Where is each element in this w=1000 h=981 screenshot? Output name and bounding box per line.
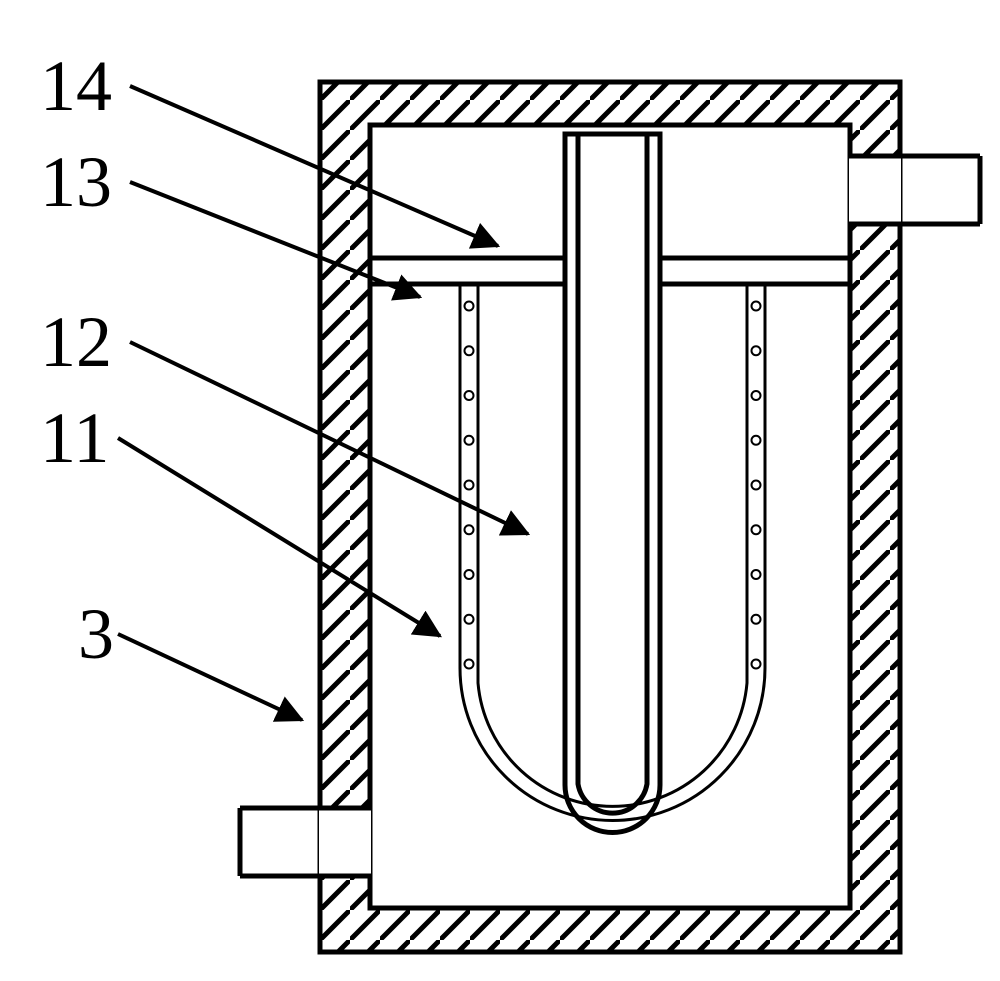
diagram-svg	[0, 0, 1000, 981]
diagram-stage: 14 13 12 11 3	[0, 0, 1000, 981]
